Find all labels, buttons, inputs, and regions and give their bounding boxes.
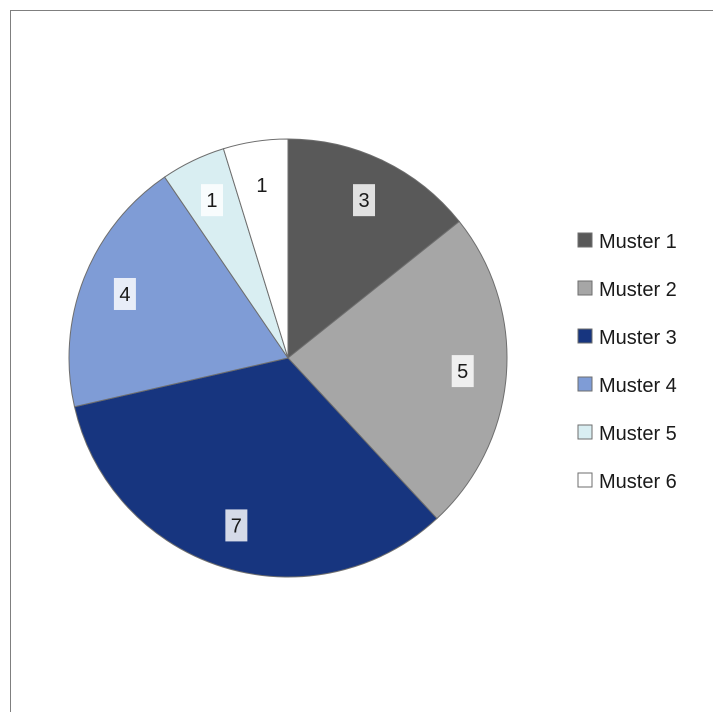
- legend-swatch: [577, 280, 593, 296]
- legend-item-muster-5: Muster 5: [577, 423, 677, 445]
- legend-item-muster-1: Muster 1: [577, 231, 677, 253]
- data-label-background: [200, 184, 223, 217]
- data-label-background: [225, 509, 248, 542]
- legend-item-muster-6: Muster 6: [577, 471, 677, 493]
- data-label-background: [353, 184, 376, 217]
- legend-label: Muster 3: [599, 327, 677, 349]
- data-label-muster-2: 5: [451, 355, 474, 388]
- legend-label: Muster 2: [599, 279, 677, 301]
- pie-slice-muster-3: [73, 357, 438, 578]
- data-label-muster-6: 1: [250, 168, 273, 201]
- legend-swatch: [577, 472, 593, 488]
- pie-slices: [68, 138, 508, 578]
- pie-slice-muster-2: [287, 220, 508, 520]
- data-label-background: [250, 168, 273, 201]
- legend-swatch: [577, 424, 593, 440]
- legend-item-muster-4: Muster 4: [577, 375, 677, 397]
- data-label-value: 1: [206, 190, 217, 212]
- data-label-background: [113, 277, 136, 310]
- data-label-background: [451, 355, 474, 388]
- data-label-value: 7: [231, 515, 242, 537]
- legend-label: Muster 5: [599, 423, 677, 445]
- data-label-muster-4: 4: [113, 277, 136, 310]
- legend-swatch: [577, 376, 593, 392]
- data-label-value: 3: [358, 190, 369, 212]
- legend-swatch: [577, 232, 593, 248]
- data-label-value: 1: [256, 175, 267, 197]
- data-label-value: 4: [119, 284, 130, 306]
- data-label-muster-5: 1: [200, 184, 223, 217]
- legend-item-muster-3: Muster 3: [577, 327, 677, 349]
- legend: Muster 1 Muster 2 Muster 3 Muster 4 Muster 5…: [577, 231, 677, 493]
- legend-swatch: [577, 328, 593, 344]
- data-label-muster-3: 7: [225, 509, 248, 542]
- data-label-value: 5: [457, 361, 468, 383]
- data-labels: 3 5 7 4 1 1: [113, 168, 474, 542]
- chart-frame: [10, 10, 713, 712]
- legend-label: Muster 6: [599, 471, 677, 493]
- legend-label: Muster 4: [599, 375, 677, 397]
- pie-slice-muster-1: [287, 138, 460, 360]
- pie-slice-muster-4: [68, 176, 289, 408]
- data-label-muster-1: 3: [353, 184, 376, 217]
- legend-label: Muster 1: [599, 231, 677, 253]
- legend-item-muster-2: Muster 2: [577, 279, 677, 301]
